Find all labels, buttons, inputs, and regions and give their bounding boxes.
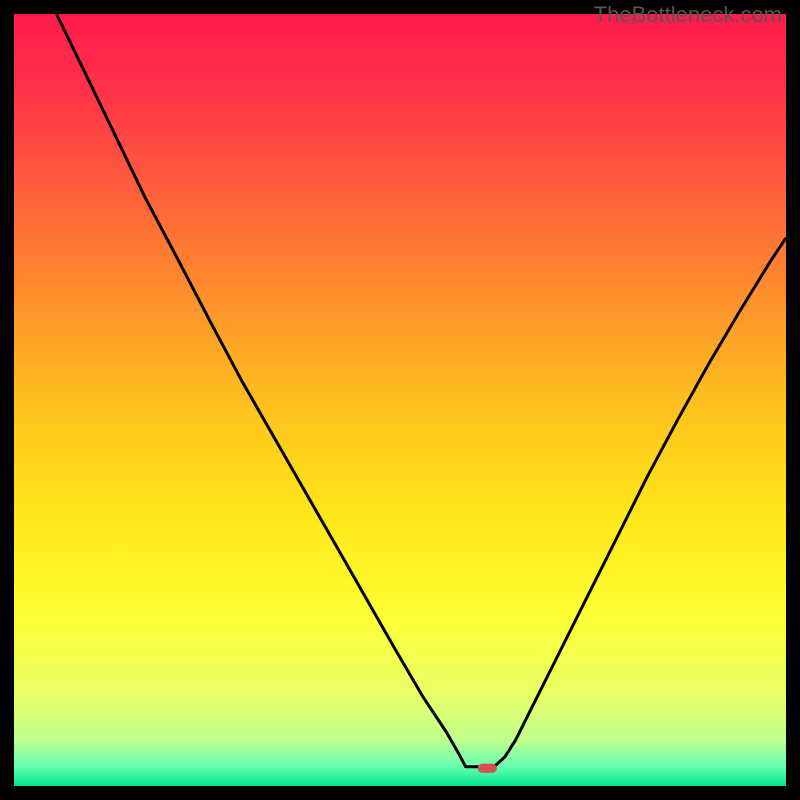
curve-svg: [0, 0, 800, 800]
bottleneck-curve: [57, 14, 787, 767]
watermark-text: TheBottleneck.com: [594, 2, 782, 28]
chart-frame: TheBottleneck.com: [0, 0, 800, 800]
optimal-marker: [478, 764, 497, 773]
